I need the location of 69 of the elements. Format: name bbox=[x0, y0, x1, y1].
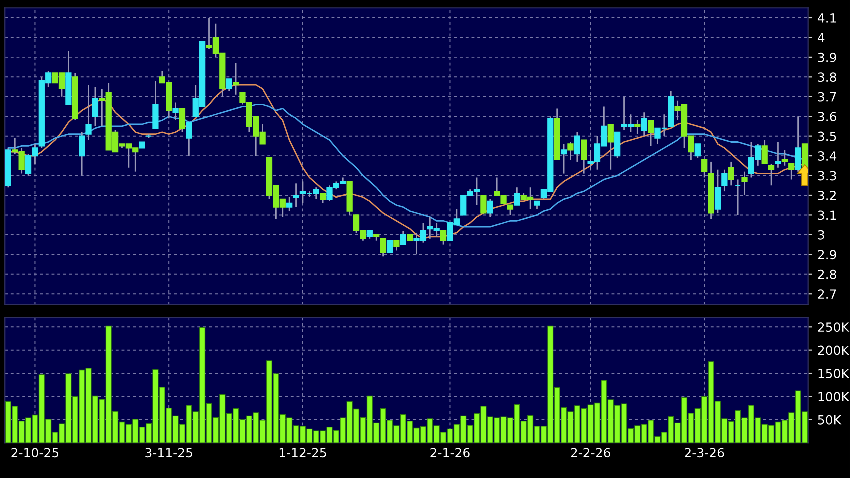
x-tick-label: 1-12-25 bbox=[280, 448, 326, 458]
candlestick bbox=[394, 240, 400, 252]
y-tick-label: 4.1 bbox=[818, 14, 836, 23]
candlestick bbox=[172, 102, 179, 122]
candlestick bbox=[634, 120, 641, 136]
y-tick-label: 150K bbox=[818, 369, 850, 378]
y-tick-label: 3 bbox=[818, 230, 824, 240]
candlestick bbox=[286, 196, 293, 212]
y-tick-label: 200K bbox=[818, 346, 850, 356]
x-tick-label: 2-10-25 bbox=[12, 448, 59, 458]
candlestick bbox=[507, 204, 514, 216]
candlestick bbox=[320, 192, 326, 204]
y-tick-label: 50K bbox=[818, 415, 842, 425]
y-tick-label: 3.7 bbox=[818, 92, 836, 102]
y-tick-label: 2.9 bbox=[818, 250, 836, 260]
candlestick bbox=[179, 108, 186, 134]
x-tick-label: 2-1-26 bbox=[430, 448, 470, 458]
candlestick bbox=[574, 132, 580, 163]
candlestick bbox=[788, 163, 795, 180]
candlestick bbox=[79, 132, 86, 176]
y-tick-label: 3.2 bbox=[818, 190, 836, 200]
y-tick-label: 3.8 bbox=[818, 72, 836, 82]
x-tick-label: 2-2-26 bbox=[571, 448, 610, 458]
candlestick bbox=[782, 149, 788, 167]
candlestick bbox=[795, 116, 802, 173]
y-tick-label: 100K bbox=[818, 392, 850, 402]
y-tick-label: 4 bbox=[818, 33, 825, 42]
candlestick bbox=[775, 142, 782, 169]
candlestick bbox=[560, 144, 568, 174]
candlestick bbox=[581, 140, 588, 174]
x-tick-label: 2-3-26 bbox=[685, 448, 724, 458]
candlestick bbox=[641, 112, 648, 138]
candlestick bbox=[226, 78, 232, 92]
candlestick bbox=[768, 163, 775, 186]
candlestick bbox=[400, 230, 406, 246]
candlestick bbox=[380, 238, 386, 258]
candlestick bbox=[728, 161, 734, 186]
candlestick bbox=[608, 124, 614, 171]
y-tick-label: 2.8 bbox=[818, 270, 836, 280]
x-tick-label: 3-11-25 bbox=[146, 448, 192, 458]
candlestick bbox=[386, 240, 394, 254]
candlestick bbox=[742, 171, 748, 196]
candlestick bbox=[86, 84, 92, 141]
candlestick bbox=[762, 140, 768, 165]
candlestick bbox=[648, 120, 654, 147]
candlestick bbox=[735, 179, 742, 216]
y-tick-label: 3.9 bbox=[818, 52, 836, 62]
y-tick-label: 2.7 bbox=[818, 290, 836, 299]
candlestick bbox=[614, 132, 621, 159]
y-tick-label: 3.4 bbox=[818, 152, 837, 161]
candlestick bbox=[232, 62, 240, 96]
y-tick-label: 250K bbox=[818, 322, 850, 332]
candlestick bbox=[568, 142, 574, 161]
y-tick-label: 3.5 bbox=[818, 132, 836, 142]
candlestick bbox=[186, 122, 192, 157]
candlestick bbox=[92, 86, 99, 128]
candlestick bbox=[152, 80, 159, 130]
candlestick bbox=[440, 230, 447, 246]
y-tick-label: 3.6 bbox=[818, 112, 836, 122]
candlestick bbox=[702, 159, 708, 178]
candlestick bbox=[714, 169, 722, 214]
candlestick bbox=[487, 198, 494, 218]
y-tick-label: 3.3 bbox=[818, 171, 836, 181]
candlestick bbox=[480, 194, 487, 214]
candlestick bbox=[293, 182, 300, 208]
candlestick bbox=[722, 169, 728, 192]
candlestick bbox=[514, 186, 520, 206]
y-tick-label: 3.1 bbox=[818, 210, 836, 220]
candlestick bbox=[694, 144, 701, 159]
